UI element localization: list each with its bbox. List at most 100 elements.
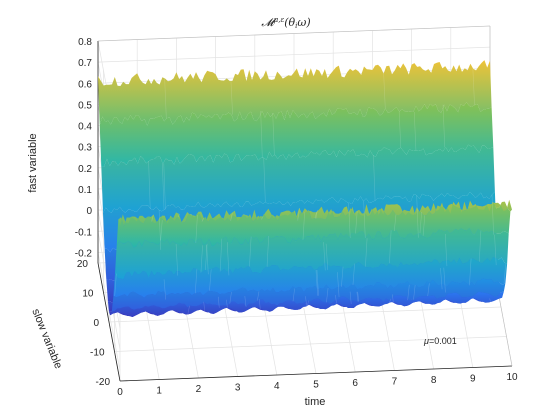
surface-mesh-line: [302, 212, 305, 240]
surface-mesh-line: [472, 68, 475, 105]
x-tick-label: 2: [196, 384, 202, 395]
surface-mesh-line: [341, 266, 344, 287]
z-tick-label: 0.5: [78, 100, 92, 111]
surface-mesh-line: [163, 279, 167, 300]
surface-mesh-line: [190, 213, 193, 216]
surface-mesh-line: [175, 243, 179, 276]
surface-mesh-line: [407, 284, 410, 301]
surface-mesh-line: [363, 201, 366, 238]
x-tick-label: 10: [506, 372, 518, 383]
surface-mesh-line: [352, 263, 355, 285]
z-tick-label: 0.1: [78, 185, 92, 196]
y-tick-label: 0: [93, 318, 99, 329]
surface-mesh-line: [398, 111, 402, 148]
surface-mesh-line: [348, 202, 351, 238]
z-tick-label: 0.3: [78, 143, 92, 154]
grid-line-back-fast: [97, 46, 491, 63]
surface-mesh-line: [469, 258, 472, 286]
surface-mesh-line: [489, 298, 491, 302]
surface-mesh-line: [195, 214, 198, 243]
surface-mesh-line: [326, 287, 329, 303]
surface: [98, 60, 513, 317]
surface-patch: [118, 199, 513, 227]
surface-patch: [109, 296, 503, 317]
z-tick-label: 0.2: [78, 164, 92, 175]
surface-mesh-line: [491, 194, 494, 235]
x-axis-line: [119, 365, 513, 382]
surface-mesh-line: [355, 211, 358, 234]
x-tick-label: 7: [392, 377, 398, 388]
surface-mesh-line: [478, 230, 482, 262]
z-tick-label: -0.1: [75, 227, 93, 238]
x-tick-label: 9: [470, 374, 476, 385]
y-axis-label: slow variable: [29, 307, 64, 370]
mu-annotation: μ=0.001: [423, 336, 457, 346]
surface-mesh-line: [148, 161, 151, 209]
surface-mesh-line: [266, 235, 270, 267]
surface-mesh-line: [494, 234, 497, 266]
surface-mesh-line: [383, 73, 386, 109]
surface-mesh-line: [162, 163, 165, 210]
surface-mesh-line: [261, 216, 264, 220]
z-tick-label: 0.6: [78, 79, 92, 90]
surface-patch: [115, 228, 509, 280]
surface-mesh-line: [373, 155, 376, 201]
surface-mesh-line: [292, 288, 295, 302]
surface-mesh-line: [272, 113, 275, 155]
z-tick-label: -0.2: [75, 248, 93, 259]
surface-mesh-line: [389, 230, 392, 264]
x-tick-label: 5: [313, 380, 319, 391]
z-tick-label: 0.8: [78, 37, 92, 48]
surface-mesh-line: [413, 284, 416, 300]
surface-mesh-line: [194, 268, 198, 294]
surface-mesh-line: [314, 212, 317, 219]
surface-mesh-line: [316, 270, 319, 296]
z-axis-label: fast variable: [27, 133, 39, 192]
surface-mesh-line: [206, 245, 209, 275]
surface-mesh-line: [444, 233, 448, 267]
surface-mesh-line: [306, 300, 310, 307]
surface-mesh-line: [422, 215, 426, 236]
surface-mesh-line: [392, 294, 394, 304]
surface-mesh-line: [315, 209, 318, 219]
surface-mesh-line: [349, 291, 352, 305]
surface-mesh-line: [335, 295, 337, 304]
surface-mesh-line: [305, 296, 307, 305]
surface-mesh-line: [440, 268, 443, 290]
grid-line-floor-slow: [108, 306, 502, 323]
surface-patch: [101, 144, 495, 213]
z-tick-label: 0.4: [78, 122, 92, 133]
z-tick-label: 0: [86, 206, 92, 217]
surface-mesh-line: [229, 291, 232, 304]
x-tick-label: 0: [117, 387, 123, 398]
chart-title: 𝓜μ,ε(θiω): [261, 16, 310, 30]
x-tick-label: 3: [235, 383, 241, 394]
surface-patch: [111, 278, 506, 312]
x-tick-label: 4: [274, 381, 280, 392]
surface-mesh-line: [416, 195, 419, 238]
surface-mesh-line: [427, 283, 430, 297]
surface-mesh-line: [151, 214, 154, 222]
surface-mesh-line: [226, 299, 228, 308]
surface-mesh-line: [442, 104, 446, 148]
surface-mesh-line: [187, 305, 190, 315]
y-axis-line: [97, 262, 121, 382]
x-tick-label: 1: [156, 386, 162, 397]
y-tick-label: -20: [96, 377, 111, 388]
surface-mesh-line: [209, 269, 212, 291]
surface-mesh-line: [305, 303, 308, 307]
surface-mesh-line: [217, 296, 220, 308]
surface-mesh-line: [201, 218, 204, 222]
surface-mesh-line: [315, 270, 318, 296]
surface-mesh-line: [208, 311, 211, 314]
surface-mesh-line: [160, 220, 163, 241]
box-edge-top-back: [97, 25, 491, 42]
y-tick-label: 10: [82, 289, 94, 300]
y-tick-label: 20: [77, 259, 89, 270]
surface-mesh-line: [258, 299, 261, 310]
surface-patch: [110, 291, 504, 317]
surface-mesh-line: [226, 242, 230, 276]
surface-mesh-line: [230, 80, 233, 115]
surface-mesh-line: [356, 291, 359, 302]
